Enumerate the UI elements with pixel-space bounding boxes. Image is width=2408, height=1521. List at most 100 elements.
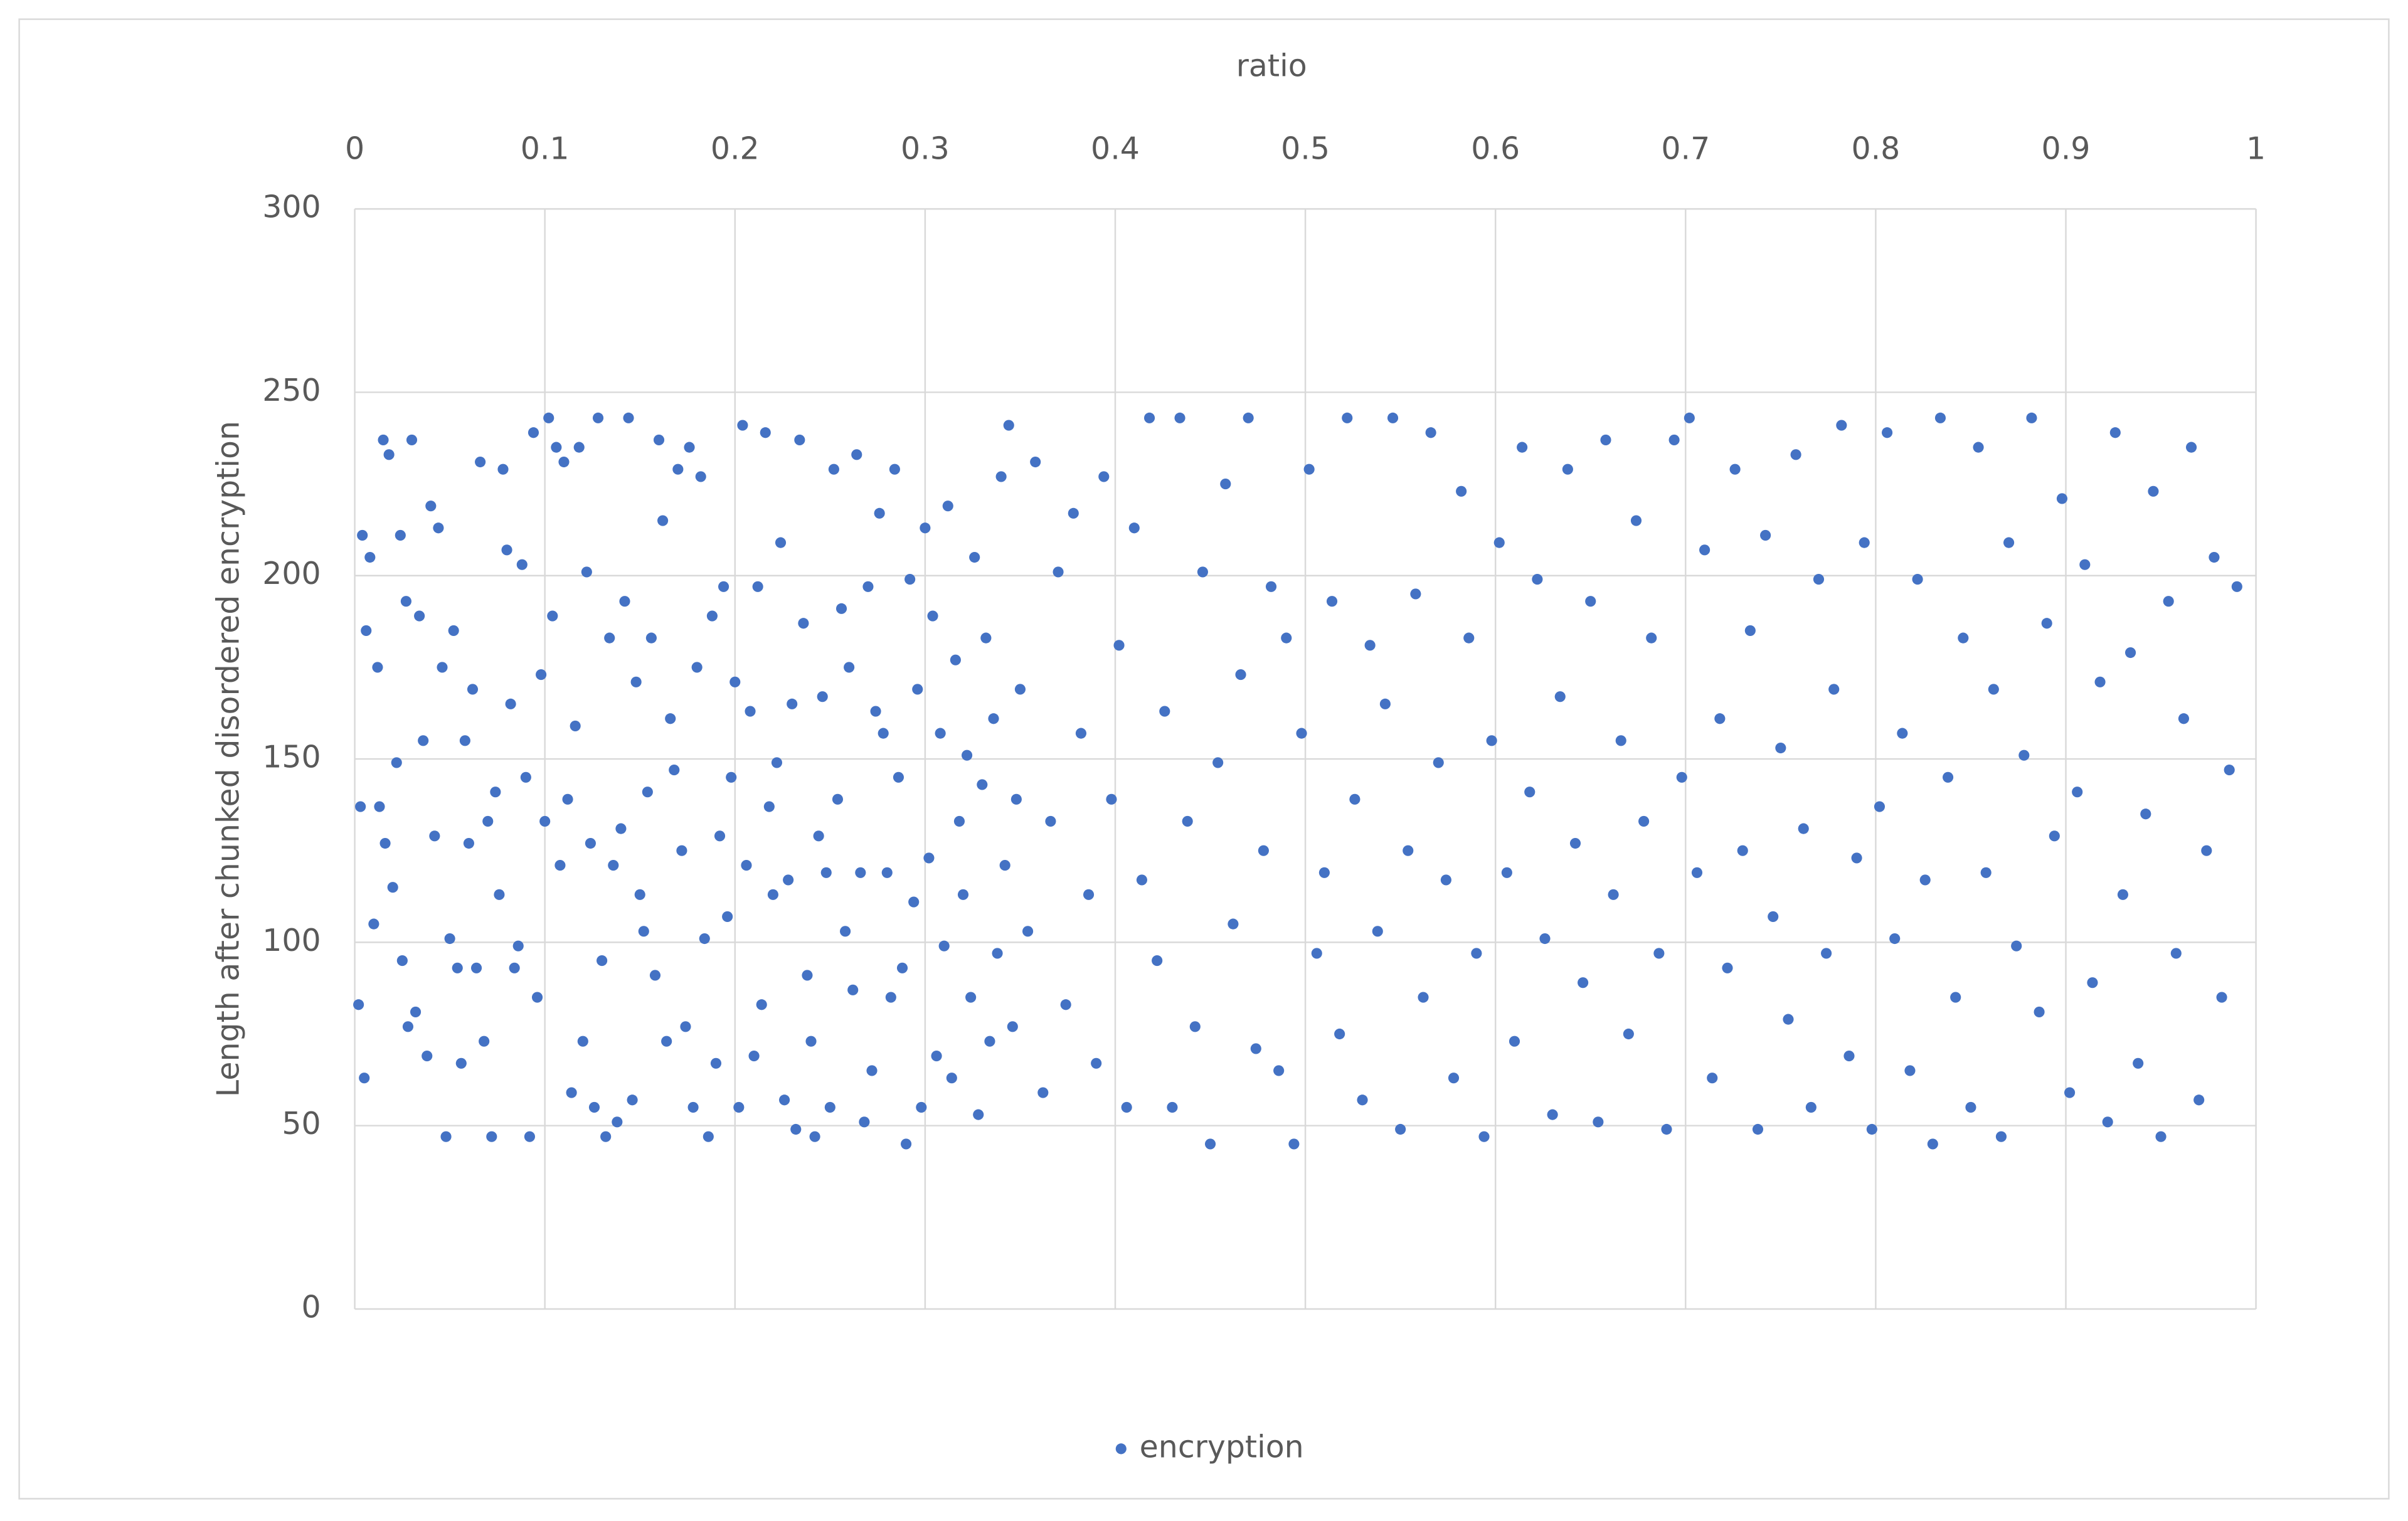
point: [1091, 1057, 1102, 1069]
y-tick-label: 50: [282, 1106, 321, 1142]
point: [835, 603, 847, 614]
point: [1182, 815, 1193, 827]
y-tick-label: 250: [262, 373, 321, 408]
y-tick-label: 200: [262, 556, 321, 591]
point: [1866, 1123, 1877, 1135]
point: [1204, 1138, 1216, 1150]
point: [512, 940, 524, 951]
point: [597, 955, 608, 967]
point: [1235, 669, 1246, 681]
point: [855, 867, 866, 878]
point: [619, 596, 630, 607]
point: [422, 1051, 433, 1062]
point: [995, 471, 1007, 482]
point: [1882, 427, 1893, 438]
point: [1737, 845, 1748, 856]
point: [809, 1131, 820, 1142]
point: [2003, 537, 2015, 548]
point: [1228, 918, 1239, 930]
point: [680, 1021, 691, 1032]
point: [2178, 713, 2190, 724]
point: [878, 728, 889, 739]
point: [433, 522, 444, 534]
point: [539, 815, 551, 827]
point: [418, 735, 429, 746]
point: [1501, 867, 1512, 878]
point: [657, 515, 669, 526]
point: [691, 662, 703, 673]
point: [661, 1036, 672, 1047]
point: [634, 889, 645, 900]
point: [1851, 852, 1862, 864]
point: [402, 1021, 414, 1032]
point: [1030, 456, 1041, 468]
point: [554, 860, 566, 871]
x-tick-label: 0.5: [1281, 131, 1330, 167]
point: [1630, 515, 1642, 526]
point: [592, 412, 604, 423]
point: [2072, 787, 2083, 798]
point: [1334, 1028, 1345, 1040]
point: [828, 464, 839, 475]
point: [1699, 544, 1711, 556]
point: [547, 610, 558, 622]
point: [573, 442, 585, 453]
point: [1980, 867, 1992, 878]
point: [396, 955, 408, 967]
x-tick-label: 0.3: [901, 131, 950, 167]
point: [1075, 728, 1086, 739]
point: [1988, 684, 1999, 695]
point: [1653, 948, 1665, 959]
point: [1440, 874, 1451, 886]
point: [672, 464, 684, 475]
point: [710, 1057, 722, 1069]
point: [2102, 1116, 2113, 1128]
point: [1143, 412, 1155, 423]
point: [1167, 1101, 1178, 1113]
point: [364, 551, 376, 563]
point: [608, 860, 619, 871]
point: [1471, 948, 1482, 959]
point: [1098, 471, 1110, 482]
point: [551, 442, 562, 453]
point: [665, 713, 676, 724]
point: [479, 1036, 490, 1047]
point: [1493, 537, 1505, 548]
point: [501, 544, 512, 556]
point: [1889, 933, 1901, 945]
point: [577, 1036, 588, 1047]
point: [1364, 640, 1376, 651]
point: [1768, 911, 1779, 923]
point: [1965, 1101, 1976, 1113]
point: [467, 684, 479, 695]
point: [722, 911, 733, 923]
point: [1387, 412, 1399, 423]
point: [2170, 948, 2182, 959]
point: [2140, 808, 2151, 820]
point: [1912, 574, 1923, 585]
point: [627, 1094, 638, 1106]
point: [1897, 728, 1908, 739]
point: [570, 720, 581, 732]
point: [2155, 1131, 2167, 1142]
point: [1707, 1073, 1718, 1084]
point: [859, 1116, 870, 1128]
point: [904, 574, 916, 585]
point: [516, 559, 528, 570]
point: [1539, 933, 1551, 945]
point: [444, 933, 455, 945]
point: [649, 970, 661, 981]
point: [1053, 566, 1064, 578]
point: [980, 632, 992, 644]
point: [2216, 992, 2227, 1003]
point: [566, 1087, 577, 1098]
point: [1836, 420, 1847, 431]
point: [372, 662, 383, 673]
point: [805, 1036, 817, 1047]
point: [1783, 1014, 1794, 1025]
point: [893, 771, 904, 783]
point: [2124, 647, 2136, 659]
point: [1403, 845, 1414, 856]
point: [497, 464, 509, 475]
